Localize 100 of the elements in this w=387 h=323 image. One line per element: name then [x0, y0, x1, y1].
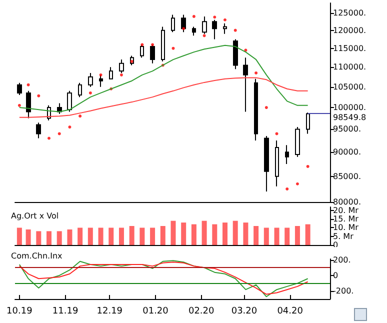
point: [224, 18, 226, 22]
y-tick-label: 10. Mr: [333, 223, 360, 232]
point: [192, 14, 196, 18]
y-tick-label: 115000.: [333, 44, 366, 53]
bar: [232, 220, 238, 245]
candlestick: [202, 16, 207, 34]
candlestick: [243, 57, 248, 112]
bar: [108, 228, 114, 245]
bar: [56, 231, 62, 245]
bar: [222, 222, 228, 245]
y-tick-label: 20. Mr: [333, 206, 360, 215]
bar: [26, 229, 31, 245]
bar: [67, 229, 72, 245]
point: [296, 182, 299, 186]
line-series: [18, 77, 308, 118]
y-tick-label: 5. Mr: [333, 232, 354, 241]
candlestick: [254, 78, 258, 142]
x-tick-label: 04.20: [277, 306, 304, 316]
point: [286, 187, 289, 190]
point: [213, 16, 216, 19]
bar: [129, 226, 134, 245]
point: [88, 91, 92, 94]
bar: [274, 228, 280, 245]
candlestick: [223, 22, 227, 34]
candlestick: [36, 122, 41, 139]
point: [78, 114, 82, 118]
y-tick-label: 125000.: [333, 8, 366, 18]
point: [48, 136, 51, 140]
point: [264, 106, 268, 110]
candlestick: [161, 26, 165, 62]
bar: [243, 222, 248, 245]
point: [275, 132, 278, 136]
x-tick-label: 11.19: [52, 306, 78, 316]
line-series: [18, 44, 308, 112]
chart-title: Com.Chn.Inx: [11, 252, 63, 260]
bar: [160, 226, 166, 245]
candlestick: [78, 82, 82, 98]
candlestick: [26, 90, 31, 119]
candlestick: [233, 38, 238, 70]
candlestick: [192, 26, 196, 36]
point: [130, 60, 134, 63]
candlestick: [67, 90, 72, 112]
x-tick-label: 10.19: [6, 306, 33, 316]
point: [120, 73, 123, 76]
bar: [98, 228, 104, 245]
bar: [254, 226, 259, 245]
y-tick-label: 105000.: [333, 82, 366, 92]
candlestick: [17, 82, 22, 96]
x-tick-label: 03.20: [231, 306, 258, 316]
candlestick: [171, 14, 175, 33]
point: [68, 126, 72, 129]
bar: [16, 228, 22, 245]
x-tick-label: 12.19: [96, 306, 123, 316]
y-tick-label: 120000.: [333, 26, 366, 35]
candlestick: [140, 44, 144, 58]
x-tick-label: 01.20: [142, 306, 169, 316]
point: [306, 164, 310, 168]
y-tick-label: 110000.: [333, 62, 366, 72]
bar: [170, 220, 176, 245]
y-tick-label: 85000.: [333, 172, 361, 181]
candlestick: [285, 144, 289, 165]
point: [37, 94, 40, 98]
candlestick: [119, 59, 124, 74]
candlestick: [212, 19, 217, 40]
ref-line-label: 98549.8: [333, 113, 366, 122]
x-tick-label: 02.20: [188, 306, 214, 316]
point: [99, 73, 102, 76]
candlestick: [264, 135, 269, 192]
candlestick: [88, 72, 93, 88]
point: [254, 71, 258, 74]
y-tick-label: 15. Mr: [333, 214, 360, 224]
bar: [88, 228, 93, 245]
text: Ag.Ort x Vol: [11, 212, 59, 220]
point: [26, 83, 30, 86]
y-tick-label: 0: [333, 270, 338, 280]
bar: [181, 222, 186, 245]
y-tick-label: 80000.: [333, 198, 361, 206]
candlestick: [275, 140, 279, 187]
point: [182, 27, 186, 30]
y-tick-label: 95000.: [333, 124, 361, 134]
point: [18, 104, 21, 107]
bar: [140, 228, 145, 245]
candlestick: [99, 74, 103, 88]
y-tick-label: 90000.: [333, 148, 361, 157]
bar: [150, 228, 156, 245]
bar: [36, 231, 42, 245]
bar: [202, 220, 207, 245]
point: [151, 43, 154, 46]
candlestick: [295, 126, 300, 158]
y-tick-label: 200.: [333, 255, 351, 264]
candlestick: [109, 66, 113, 80]
bar: [118, 228, 124, 245]
bar: [46, 231, 52, 245]
bar: [284, 228, 290, 245]
candlestick: [181, 14, 186, 33]
candlestick: [306, 112, 310, 134]
bar: [305, 224, 310, 245]
bar: [191, 224, 196, 245]
point: [202, 34, 206, 38]
bar: [264, 228, 269, 245]
